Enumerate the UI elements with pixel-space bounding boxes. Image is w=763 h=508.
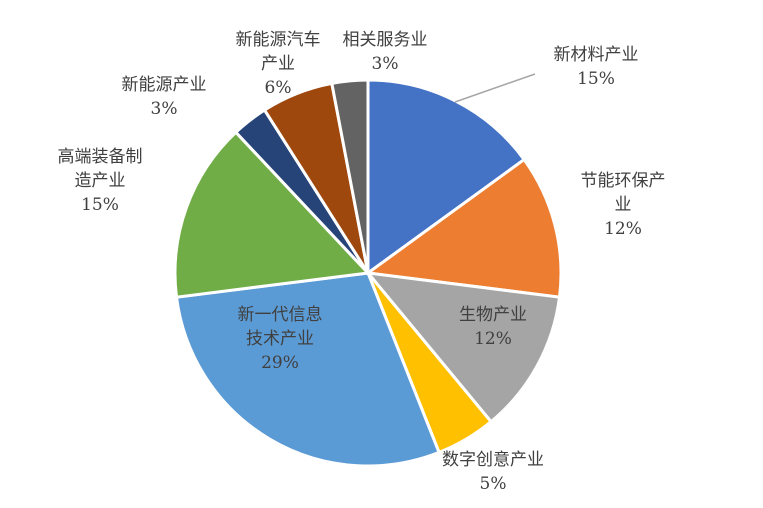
slice-name-label-5: 高端装备制: [58, 147, 143, 167]
slice-value-label-1: 12%: [604, 219, 642, 239]
slice-name-label-2: 生物产业: [459, 305, 527, 325]
slice-value-label-5: 15%: [81, 195, 119, 215]
pie-slices: [173, 78, 563, 468]
pie-slice-2: [364, 271, 562, 424]
slice-name-label-8: 相关服务业: [343, 30, 428, 50]
slice-value-label-8: 3%: [372, 54, 399, 74]
slice-value-label-4: 29%: [261, 353, 299, 373]
slice-name-label-0: 新材料产业: [554, 45, 639, 65]
slice-value-label-0: 15%: [577, 69, 615, 89]
slice-name-label-1: 节能环保产: [581, 171, 666, 191]
leader-line-new-materials: [454, 73, 536, 103]
pie-slice-1: [364, 157, 563, 299]
slice-name-label-6: 新能源产业: [122, 75, 207, 95]
slice-name-label-3: 数字创意产业: [442, 450, 544, 470]
slice-name-label-7: 产业: [261, 54, 295, 74]
slice-value-label-6: 3%: [151, 99, 178, 119]
slice-name-label-7: 新能源汽车: [236, 30, 321, 50]
slice-name-label-5: 造产业: [75, 171, 126, 191]
pie-slice-5: [173, 130, 372, 299]
slice-value-label-7: 6%: [265, 78, 292, 98]
slice-name-label-4: 技术产业: [246, 329, 314, 349]
slice-name-label-1: 业: [615, 195, 632, 215]
pie-slice-8: [330, 78, 370, 274]
slice-value-label-3: 5%: [480, 474, 507, 494]
slice-value-label-2: 12%: [474, 329, 512, 349]
slice-name-label-4: 新一代信息: [238, 305, 323, 325]
pie-slice-4: [174, 271, 441, 468]
